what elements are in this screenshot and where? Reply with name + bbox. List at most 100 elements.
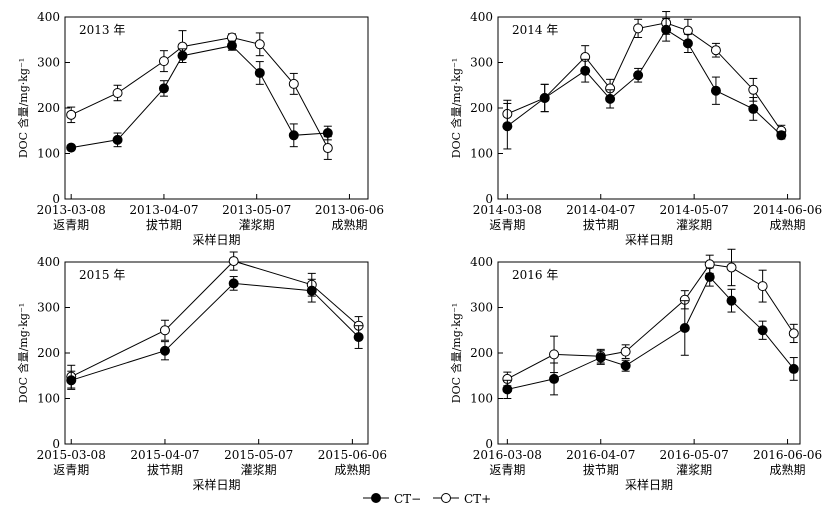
x-tick-label: 2014-04-07 — [566, 203, 635, 217]
stage-label: 返青期 — [489, 463, 525, 477]
series-line — [507, 22, 782, 132]
series-line — [70, 36, 329, 149]
data-point-ct-minus — [306, 285, 317, 296]
data-point-ct-plus — [620, 346, 631, 357]
data-point-ct-minus — [254, 67, 265, 78]
legend-ct-minus-label: CT− — [394, 492, 421, 506]
y-tick-label: 400 — [37, 255, 60, 269]
y-tick-label: 100 — [470, 392, 493, 406]
chart-title: 2015 年 — [79, 268, 125, 282]
y-axis-title: DOC 含量/mg·kg⁻¹ — [16, 303, 30, 403]
data-point-ct-minus — [748, 103, 759, 114]
data-point-ct-minus — [757, 325, 768, 336]
stage-label: 拔节期 — [583, 217, 619, 232]
y-tick-label: 100 — [37, 147, 60, 161]
y-tick-label: 300 — [470, 301, 493, 315]
y-tick-label: 0 — [485, 192, 493, 206]
data-point-ct-plus — [228, 256, 239, 267]
stage-label: 成熟期 — [770, 217, 806, 232]
data-point-ct-minus — [704, 272, 715, 283]
stage-label: 拔节期 — [147, 462, 183, 477]
x-tick-label: 2013-03-08 — [37, 203, 106, 217]
x-tick-label: 2014-03-08 — [473, 203, 542, 217]
stage-label: 返青期 — [53, 463, 89, 477]
x-tick-label: 2013-04-07 — [129, 203, 198, 217]
data-point-ct-minus — [679, 322, 690, 333]
data-point-ct-plus — [726, 262, 737, 273]
y-tick-label: 100 — [470, 147, 493, 161]
data-point-ct-plus — [757, 281, 768, 292]
y-tick-label: 100 — [37, 392, 60, 406]
stage-label: 返青期 — [489, 218, 525, 232]
data-point-ct-minus — [66, 142, 77, 153]
stage-label: 灌浆期 — [241, 462, 277, 477]
series-ct-plus — [502, 11, 787, 137]
x-tick-label: 2015-04-07 — [130, 448, 199, 462]
stage-label: 返青期 — [53, 218, 89, 232]
data-point-ct-minus — [112, 134, 123, 145]
data-point-ct-minus — [226, 40, 237, 51]
x-axis-title: 采样日期 — [625, 477, 673, 492]
data-point-ct-minus — [661, 24, 672, 35]
data-point-ct-minus — [633, 70, 644, 81]
series-line — [71, 45, 328, 149]
series-ct-minus — [502, 17, 787, 150]
stage-label: 成熟期 — [331, 217, 367, 232]
data-point-ct-minus — [159, 345, 170, 356]
x-axis-title: 采样日期 — [192, 477, 240, 492]
series-ct-minus — [66, 276, 364, 390]
series-ct-plus — [66, 30, 333, 160]
stage-label: 成熟期 — [334, 462, 370, 477]
x-tick-label: 2014-06-06 — [753, 203, 822, 217]
y-tick-label: 200 — [470, 346, 493, 360]
data-point-ct-minus — [502, 121, 513, 132]
data-point-ct-plus — [633, 23, 644, 34]
chart-title: 2016 年 — [512, 268, 558, 282]
x-tick-label: 2016-05-07 — [660, 448, 729, 462]
x-tick-label: 2013-06-06 — [315, 203, 384, 217]
data-point-ct-plus — [159, 325, 170, 336]
y-tick-label: 0 — [52, 437, 60, 451]
x-tick-label: 2015-06-06 — [318, 448, 387, 462]
y-axis-title: DOC 含量/mg·kg⁻¹ — [449, 58, 463, 158]
data-point-ct-plus — [788, 328, 799, 339]
x-tick-label: 2016-03-08 — [473, 448, 542, 462]
y-tick-label: 200 — [470, 101, 493, 115]
y-tick-label: 300 — [37, 56, 60, 70]
x-tick-label: 2016-04-07 — [566, 448, 635, 462]
legend: CT− CT+ — [363, 492, 491, 506]
data-point-ct-plus — [748, 84, 759, 95]
data-point-ct-minus — [682, 38, 693, 49]
data-point-ct-minus — [228, 278, 239, 289]
y-tick-label: 400 — [37, 10, 60, 24]
stage-label: 拔节期 — [146, 217, 182, 232]
legend-ct-plus-marker — [441, 493, 451, 503]
data-point-ct-minus — [580, 65, 591, 76]
x-tick-label: 2015-05-07 — [224, 448, 293, 462]
data-point-ct-minus — [605, 93, 616, 104]
data-point-ct-minus — [726, 295, 737, 306]
stage-label: 成熟期 — [770, 462, 806, 477]
chart-panels: 01002003004002013-03-08返青期2013-04-07拔节期2… — [16, 10, 822, 492]
data-point-ct-plus — [254, 39, 265, 50]
data-point-ct-minus — [788, 363, 799, 374]
y-axis-title: DOC 含量/mg·kg⁻¹ — [16, 58, 30, 158]
data-point-ct-plus — [158, 56, 169, 67]
data-point-ct-minus — [66, 375, 77, 386]
plot-frame — [497, 261, 801, 445]
y-tick-label: 0 — [485, 437, 493, 451]
data-point-ct-minus — [158, 83, 169, 94]
x-tick-label: 2013-05-07 — [222, 203, 291, 217]
data-point-ct-minus — [710, 85, 721, 96]
x-axis-title: 采样日期 — [625, 232, 673, 247]
legend-ct-minus-marker — [371, 493, 381, 503]
series-ct-minus — [66, 40, 333, 153]
series-line — [71, 282, 359, 381]
data-point-ct-minus — [776, 130, 787, 141]
data-point-ct-minus — [620, 360, 631, 371]
stage-label: 灌浆期 — [239, 217, 275, 232]
x-tick-label: 2016-06-06 — [753, 448, 822, 462]
